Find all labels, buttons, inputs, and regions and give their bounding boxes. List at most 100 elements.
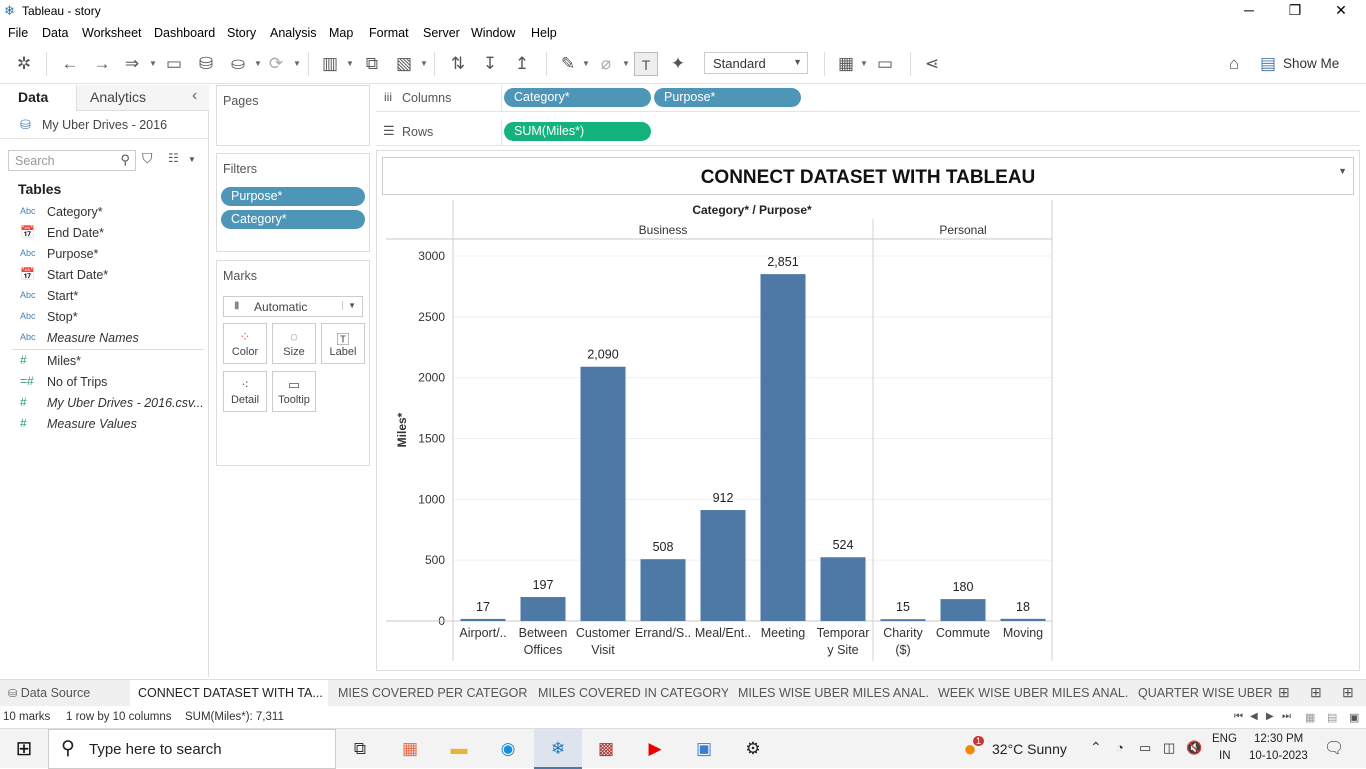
edge-icon[interactable]: ◉: [500, 739, 516, 758]
tooltip-button[interactable]: ▭ Tooltip: [272, 371, 316, 412]
clock-date[interactable]: 10-10-2023: [1249, 750, 1308, 762]
sheet-tab-1[interactable]: CONNECT DATASET WITH TA...: [130, 680, 328, 706]
menu-map[interactable]: Map: [329, 26, 354, 40]
column-pill-category[interactable]: Category*: [504, 88, 651, 107]
tableau-taskbar-button[interactable]: ❄: [534, 729, 582, 769]
battery-icon[interactable]: ▭: [1139, 740, 1152, 755]
menu-format[interactable]: Format: [369, 26, 409, 40]
winrar-icon[interactable]: ▩: [597, 739, 615, 758]
show-mark-labels-icon[interactable]: T: [634, 52, 658, 76]
view-list-icon[interactable]: ☷: [168, 151, 179, 165]
sheet-tab-2[interactable]: MIES COVERED PER CATEGOR...: [338, 686, 528, 700]
notifications-icon[interactable]: 🗨: [1324, 740, 1345, 757]
refresh-dropdown-icon[interactable]: ▼: [293, 59, 301, 68]
first-sheet-icon[interactable]: ⏮: [1234, 711, 1243, 722]
new-dashboard-tab-icon[interactable]: ⊞: [1310, 684, 1322, 700]
clock-time[interactable]: 12:30 PM: [1254, 733, 1304, 745]
filter-icon[interactable]: ⛉: [142, 150, 153, 166]
presentation-mode-icon[interactable]: ▭: [876, 54, 894, 73]
show-cards-dropdown-icon[interactable]: ▼: [860, 59, 868, 68]
duplicate-sheet-icon[interactable]: ⧉: [365, 54, 379, 73]
search-input[interactable]: Search ⚲: [8, 150, 136, 171]
menu-data[interactable]: Data: [42, 26, 69, 40]
highlight-icon[interactable]: ✎: [560, 54, 576, 73]
detail-button[interactable]: ⁖ Detail: [223, 371, 267, 412]
minimize-button[interactable]: ─: [1244, 2, 1254, 18]
new-datasource-icon[interactable]: ⛁: [198, 54, 214, 73]
group-members-icon[interactable]: ⌀: [600, 54, 612, 73]
menu-server[interactable]: Server: [423, 26, 460, 40]
youtube-icon[interactable]: ▶: [648, 739, 662, 758]
filters-card[interactable]: Filters Purpose* Category*: [216, 153, 370, 252]
network-icon[interactable]: ◔: [1116, 740, 1124, 755]
replay-dropdown-icon[interactable]: ▼: [149, 59, 157, 68]
show-cards-icon[interactable]: ▦: [837, 54, 855, 73]
share-icon[interactable]: ⋖: [924, 54, 940, 73]
swap-rows-columns-icon[interactable]: ⇅: [450, 54, 466, 73]
volume-muted-icon[interactable]: 🔇: [1186, 740, 1203, 755]
refresh-icon[interactable]: ⟳: [268, 54, 284, 73]
menu-help[interactable]: Help: [531, 26, 557, 40]
color-button[interactable]: ⁘ Color: [223, 323, 267, 364]
show-hidden-icons-chevron[interactable]: ⌃: [1090, 739, 1102, 755]
menu-dashboard[interactable]: Dashboard: [154, 26, 216, 40]
sheet-tab-4[interactable]: MILES WISE UBER MILES ANAL...: [738, 686, 928, 700]
filter-pill-category[interactable]: Category*: [221, 210, 365, 229]
new-worksheet-tab-icon[interactable]: ⊞: [1278, 684, 1290, 700]
redo-icon[interactable]: →: [93, 54, 111, 73]
prev-sheet-icon[interactable]: ◀: [1250, 711, 1258, 722]
field-no-of-trips[interactable]: =# No of Trips: [20, 374, 108, 389]
undo-icon[interactable]: ←: [61, 54, 79, 73]
show-me-icon[interactable]: ▤: [1259, 54, 1277, 73]
tabs-view-icon[interactable]: ▣: [1349, 712, 1360, 724]
sheet-tab-6[interactable]: QUARTER WISE UBER M: [1138, 686, 1272, 700]
column-pill-purpose[interactable]: Purpose*: [654, 88, 801, 107]
store-icon[interactable]: ▦: [401, 739, 419, 758]
clear-sheet-icon[interactable]: ▧: [395, 54, 413, 73]
replay-icon[interactable]: ⇒: [124, 54, 140, 73]
field-stop[interactable]: Abc Stop*: [20, 310, 78, 324]
field-start-date[interactable]: 📅 Start Date*: [20, 267, 109, 282]
view-dropdown-icon[interactable]: ▼: [188, 155, 196, 164]
last-sheet-icon[interactable]: ⏭: [1282, 711, 1291, 722]
field-miles[interactable]: # Miles*: [20, 353, 82, 368]
tab-data[interactable]: Data: [18, 89, 49, 105]
label-button[interactable]: 🅃 Label: [321, 323, 365, 364]
tableau-home-icon[interactable]: ✲: [16, 54, 32, 73]
row-pill-sum-miles[interactable]: SUM(Miles*): [504, 122, 651, 141]
menu-story[interactable]: Story: [227, 26, 257, 40]
fit-select[interactable]: Standard ▼: [704, 52, 808, 74]
filter-pill-purpose[interactable]: Purpose*: [221, 187, 365, 206]
filmstrip-icon[interactable]: ▤: [1327, 712, 1338, 724]
new-worksheet-dropdown-icon[interactable]: ▼: [346, 59, 354, 68]
maximize-button[interactable]: ❐: [1288, 2, 1302, 18]
group-dropdown-icon[interactable]: ▼: [622, 59, 630, 68]
sheet-sorter-icon[interactable]: ▦: [1305, 712, 1316, 724]
format-painter-icon[interactable]: ⌂: [1228, 54, 1240, 73]
sheet-tab-5[interactable]: WEEK WISE UBER MILES ANAL...: [938, 686, 1128, 700]
tab-data-source[interactable]: ⛁ Data Source: [8, 686, 91, 700]
menu-worksheet[interactable]: Worksheet: [82, 26, 142, 40]
menu-analysis[interactable]: Analysis: [270, 26, 317, 40]
close-button[interactable]: ✕: [1335, 2, 1347, 18]
windows-start-icon[interactable]: ⊞: [15, 738, 33, 760]
pause-dropdown-icon[interactable]: ▼: [254, 59, 262, 68]
photos-icon[interactable]: ▣: [695, 739, 713, 758]
field-start[interactable]: Abc Start*: [20, 289, 79, 303]
save-icon[interactable]: ▭: [165, 54, 183, 73]
collapse-pane-icon[interactable]: ‹: [192, 87, 198, 104]
new-story-tab-icon[interactable]: ⊞: [1342, 684, 1354, 700]
task-view-icon[interactable]: ⧉: [353, 739, 367, 758]
new-worksheet-icon[interactable]: ▥: [321, 54, 339, 73]
file-explorer-icon[interactable]: ▬: [450, 739, 468, 758]
mark-type-select[interactable]: ▮ Automatic ▼: [223, 296, 363, 317]
language-in[interactable]: IN: [1219, 750, 1231, 762]
field-record-count[interactable]: # My Uber Drives - 2016.csv...: [20, 395, 204, 410]
pause-updates-icon[interactable]: ⛀: [230, 54, 246, 73]
field-category[interactable]: Abc Category*: [20, 205, 103, 219]
tab-analytics[interactable]: Analytics: [90, 89, 147, 105]
taskbar-search[interactable]: ⚲ Type here to search: [48, 729, 336, 769]
field-measure-values[interactable]: # Measure Values: [20, 416, 137, 431]
pages-card[interactable]: Pages: [216, 85, 370, 146]
language-eng[interactable]: ENG: [1212, 733, 1237, 745]
